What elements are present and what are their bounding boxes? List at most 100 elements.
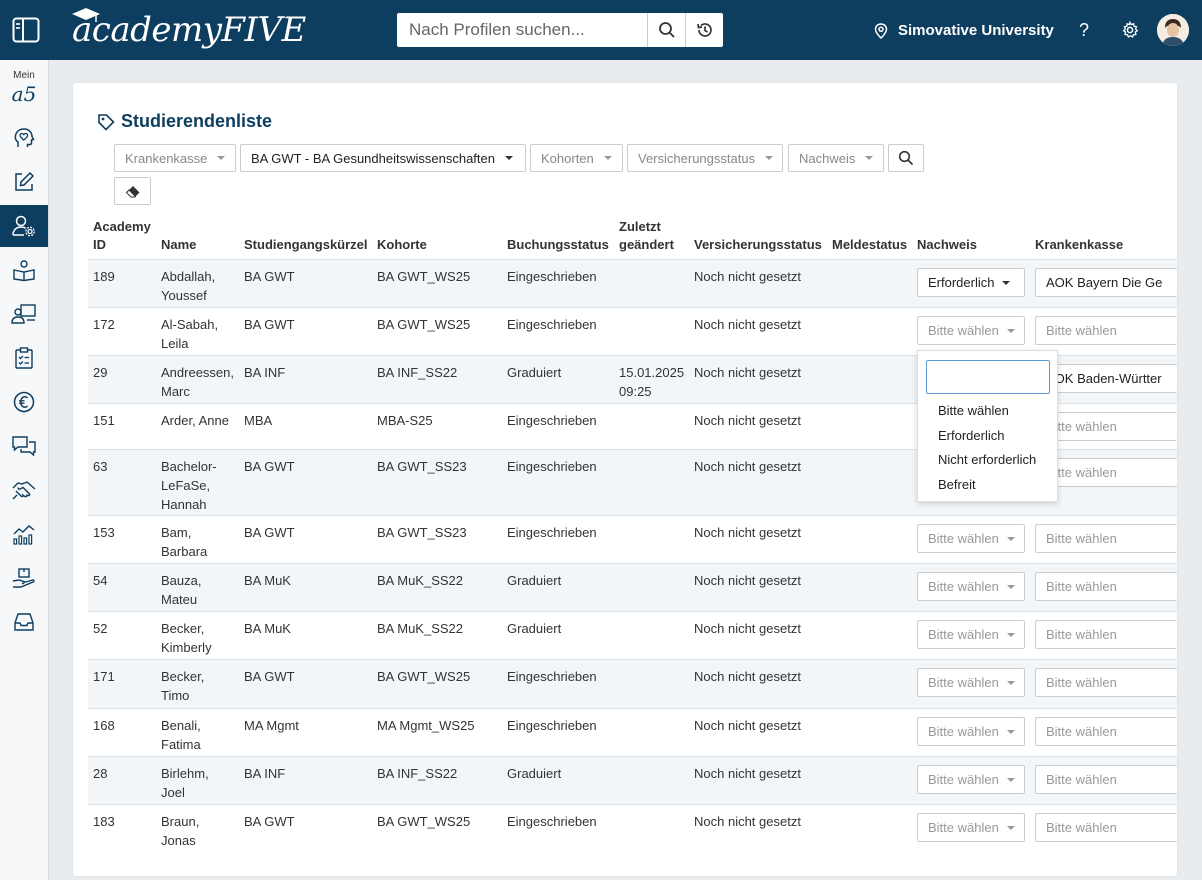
sidebar-item-reports[interactable] [0, 513, 48, 555]
versicherungsstatus: Noch nicht gesetzt [694, 317, 801, 332]
krankenkasse-select[interactable]: Bitte wählen [1035, 316, 1177, 345]
table-row[interactable]: 168 Benali, Fatima MA Mgmt MA Mgmt_WS25 Einge… [88, 708, 1177, 756]
col-kohorte[interactable]: Kohorte [377, 237, 427, 252]
nachweis-select[interactable]: Erforderlich [917, 268, 1025, 297]
krankenkasse-select[interactable]: AOK Bayern Die Ge [1035, 268, 1177, 297]
cell-academy-id: 29 [93, 363, 107, 382]
book-user-icon [13, 260, 35, 282]
academy-id: 168 [93, 718, 115, 733]
krankenkasse-select[interactable]: Bitte wählen [1035, 717, 1177, 746]
col-academy-id[interactable]: Academy ID [93, 218, 151, 254]
cell-name: Benali, Fatima [161, 716, 201, 754]
krankenkasse-select[interactable]: Bitte wählen [1035, 668, 1177, 697]
krankenkasse-select[interactable]: AOK Baden-Württer [1035, 364, 1177, 393]
sidebar-item-messages[interactable] [0, 425, 48, 467]
nachweis-option[interactable]: Nicht erforderlich [938, 452, 1037, 467]
academyfive-logo[interactable]: academyFIVE [72, 8, 306, 52]
sidebar-mein-label[interactable]: Mein [13, 70, 35, 81]
filter-nachweis[interactable]: Nachweis [788, 144, 884, 172]
clear-filters-button[interactable] [114, 177, 151, 205]
kohorte: BA GWT_SS23 [377, 459, 467, 474]
nachweis-dropdown-search-input[interactable] [926, 360, 1050, 394]
nachweis-select[interactable]: Bitte wählen [917, 620, 1025, 649]
sidebar-item-edit[interactable] [0, 161, 48, 203]
cell-academy-id: 52 [93, 619, 107, 638]
col-studiengang[interactable]: Studiengangskürzel [244, 237, 368, 252]
table-row[interactable]: 172 Al-Sabah, Leila BA GWT BA GWT_WS25 Einges… [88, 307, 1177, 355]
kohorte: MA Mgmt_WS25 [377, 718, 475, 733]
table-row[interactable]: 54 Bauza, Mateu BA MuK BA MuK_SS22 Graduiert N… [88, 563, 1177, 611]
col-name[interactable]: Name [161, 237, 197, 252]
table-row[interactable]: 151 Arder, Anne MBA MBA-S25 Eingeschrieben No… [88, 403, 1177, 449]
krankenkasse-select[interactable]: Bitte wählen [1035, 524, 1177, 553]
sidebar-item-exams[interactable] [0, 337, 48, 379]
nachweis-option[interactable]: Befreit [938, 477, 976, 492]
sidebar-item-mind[interactable] [0, 117, 48, 159]
sidebar-item-partners[interactable] [0, 469, 48, 511]
table-row[interactable]: 189 Abdallah, Youssef BA GWT BA GWT_WS25 Eing… [88, 259, 1177, 307]
col-zuletzt-geaendert[interactable]: Zuletzt geändert [619, 218, 674, 254]
settings-gear-icon[interactable] [1118, 18, 1142, 42]
col-meldestatus[interactable]: Meldestatus [832, 237, 908, 252]
table-row[interactable]: 153 Bam, Barbara BA GWT BA GWT_SS23 Eingeschr… [88, 515, 1177, 563]
history-button[interactable] [685, 13, 723, 47]
sidebar-a5-logo[interactable]: a5 [11, 82, 37, 106]
nachweis-select[interactable]: Bitte wählen [917, 524, 1025, 553]
table-row[interactable]: 183 Braun, Jonas BA GWT BA GWT_WS25 Eingeschr… [88, 804, 1177, 852]
table-header: Academy ID Name Studiengangskürzel Kohort… [88, 218, 1177, 258]
help-icon[interactable]: ? [1078, 19, 1089, 40]
sidebar-item-services[interactable] [0, 557, 48, 599]
krankenkasse-select[interactable]: Bitte wählen [1035, 813, 1177, 842]
nachweis-select[interactable]: Bitte wählen [917, 668, 1025, 697]
sidebar-item-inbox[interactable] [0, 601, 48, 643]
cell-studiengang: BA MuK [244, 571, 291, 590]
name-line: Becker, [161, 621, 205, 636]
sidebar-item-courses[interactable] [0, 249, 48, 291]
filter-krankenkasse[interactable]: Krankenkasse [114, 144, 236, 172]
nachweis-select[interactable]: Bitte wählen [917, 572, 1025, 601]
krankenkasse-select[interactable]: Bitte wählen [1035, 412, 1177, 441]
filter-versicherungsstatus[interactable]: Versicherungsstatus [627, 144, 783, 172]
university-selector[interactable]: Simovative University [874, 22, 1054, 39]
name-line: LeFaSe, [161, 478, 211, 493]
col-nachweis[interactable]: Nachweis [917, 237, 977, 252]
nachweis-select[interactable]: Bitte wählen [917, 813, 1025, 842]
col-krankenkasse[interactable]: Krankenkasse [1035, 237, 1124, 252]
studiengang-kuerzel: MBA [244, 413, 273, 428]
chevron-down-icon [1006, 680, 1015, 685]
sidebar-toggle-icon[interactable] [0, 0, 52, 60]
sidebar-item-students[interactable] [0, 205, 48, 247]
academy-id: 54 [93, 573, 108, 588]
table-row[interactable]: 28 Birlehm, Joel BA INF BA INF_SS22 Graduiert… [88, 756, 1177, 804]
user-avatar[interactable] [1157, 14, 1189, 46]
versicherungsstatus: Noch nicht gesetzt [694, 365, 801, 380]
krankenkasse-select[interactable]: Bitte wählen [1035, 572, 1177, 601]
studiengang-kuerzel: BA GWT [244, 317, 295, 332]
cell-academy-id: 28 [93, 764, 107, 783]
nachweis-select[interactable]: Bitte wählen [917, 765, 1025, 794]
studiengang-kuerzel: BA GWT [244, 269, 295, 284]
profile-search-input[interactable] [397, 13, 647, 47]
krankenkasse-select[interactable]: Bitte wählen [1035, 765, 1177, 794]
kohorte: BA GWT_SS23 [377, 525, 467, 540]
cell-versicherungsstatus: Noch nicht gesetzt [694, 571, 801, 590]
filter-kohorten[interactable]: Kohorten [530, 144, 623, 172]
nachweis-option[interactable]: Bitte wählen [938, 403, 1009, 418]
table-row[interactable]: 171 Becker, Timo BA GWT BA GWT_WS25 Eingeschr… [88, 659, 1177, 708]
name-line: Barbara [161, 544, 208, 559]
col-buchungsstatus[interactable]: Buchungsstatus [507, 237, 609, 252]
krankenkasse-select[interactable]: Bitte wählen [1035, 620, 1177, 649]
nachweis-select[interactable]: Bitte wählen [917, 316, 1025, 345]
sidebar-item-teachers[interactable] [0, 293, 48, 335]
col-versicherungsstatus[interactable]: Versicherungsstatus [694, 237, 822, 252]
sidebar-item-finance[interactable] [0, 381, 48, 423]
table-row[interactable]: 52 Becker, Kimberly BA MuK BA MuK_SS22 Gradui… [88, 611, 1177, 659]
nachweis-option[interactable]: Erforderlich [938, 428, 1005, 443]
krankenkasse-select[interactable]: Bitte wählen [1035, 458, 1177, 487]
filter-studiengang[interactable]: BA GWT - BA Gesundheitswissenschaften [240, 144, 526, 172]
history-icon [696, 23, 712, 37]
nachweis-select[interactable]: Bitte wählen [917, 717, 1025, 746]
filter-search-button[interactable] [888, 144, 924, 172]
chevron-down-icon [1006, 729, 1015, 734]
search-button[interactable] [647, 13, 685, 47]
